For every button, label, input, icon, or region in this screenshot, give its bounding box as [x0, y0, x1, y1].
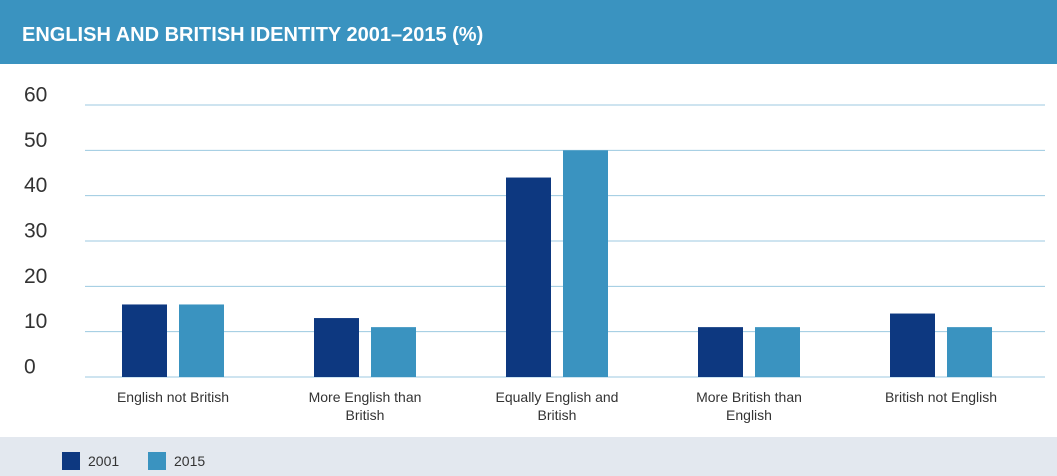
header-bar: [0, 0, 1057, 64]
y-tick-label: 10: [24, 310, 47, 333]
legend-swatch: [148, 452, 166, 470]
y-tick-label: 0: [24, 356, 36, 379]
x-tick-label: British not English: [884, 389, 998, 405]
legend-label: 2015: [174, 453, 206, 469]
y-tick-label: 40: [24, 174, 47, 197]
legend-label: 2001: [88, 453, 120, 469]
x-tick-label: More British than English: [696, 389, 802, 423]
bar: [698, 327, 743, 377]
bar: [314, 318, 359, 377]
bar: [122, 304, 167, 377]
x-tick-label: More English than British: [308, 389, 422, 423]
bar: [755, 327, 800, 377]
bar: [563, 150, 608, 377]
y-tick-label: 60: [24, 84, 47, 107]
y-tick-label: 20: [24, 265, 47, 288]
legend: 2001 2015: [0, 437, 1057, 476]
bar: [890, 313, 935, 377]
legend-swatch: [62, 452, 80, 470]
bar: [506, 177, 551, 377]
bar: [179, 304, 224, 377]
bar: [947, 327, 992, 377]
bar: [371, 327, 416, 377]
x-tick-label: English not British: [116, 389, 230, 405]
y-tick-label: 50: [24, 129, 47, 152]
chart-title: ENGLISH AND BRITISH IDENTITY 2001–2015 (…: [22, 24, 484, 46]
x-tick-label: Equally English and British: [495, 389, 619, 423]
y-tick-label: 30: [24, 220, 47, 243]
